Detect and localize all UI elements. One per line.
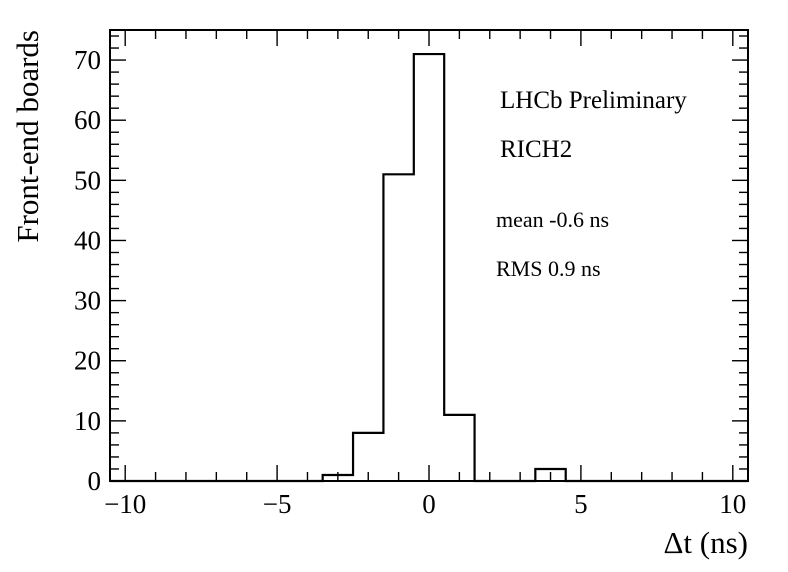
detector-label: RICH2 — [500, 136, 572, 163]
y-tick-label: 10 — [74, 406, 101, 436]
y-tick-label: 30 — [74, 286, 101, 316]
y-tick-label: 40 — [74, 225, 101, 255]
x-tick-labels: −10 −5 0 5 10 — [104, 489, 746, 519]
y-tick-label: 60 — [74, 105, 101, 135]
y-tick-label: 20 — [74, 346, 101, 376]
plot-frame — [109, 29, 749, 482]
x-tick-label: 10 — [719, 489, 746, 519]
y-tick-label: 70 — [74, 45, 101, 75]
experiment-label: LHCb Preliminary — [500, 87, 687, 114]
y-axis-title: Front-end boards — [10, 30, 45, 243]
y-tick-labels: 0 10 20 30 40 50 60 70 — [74, 45, 101, 496]
x-axis-title: Δt (ns) — [663, 525, 748, 560]
y-tick-label: 50 — [74, 165, 101, 195]
histogram-outline — [110, 52, 748, 483]
y-tick-label: 0 — [88, 466, 102, 496]
x-tick-label: −5 — [263, 489, 292, 519]
axis-ticks — [110, 30, 748, 482]
mean-label: mean -0.6 ns — [496, 207, 609, 232]
x-tick-label: 5 — [574, 489, 588, 519]
x-tick-label: −10 — [104, 489, 146, 519]
x-tick-label: 0 — [422, 489, 436, 519]
rms-label: RMS 0.9 ns — [496, 256, 601, 281]
